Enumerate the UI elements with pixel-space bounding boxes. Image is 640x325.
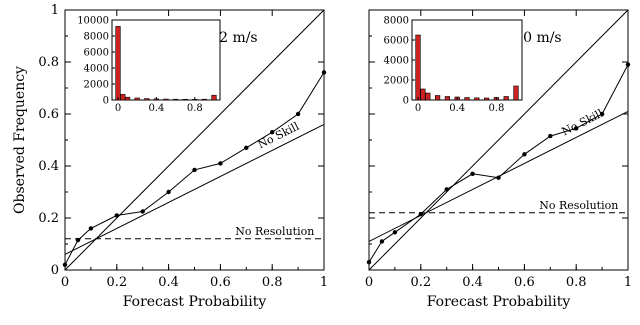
perfect-reliability-line [64,9,325,271]
x-tick-label: 1 [320,275,328,290]
inset-y-tick-label: 8000 [384,16,409,27]
histogram-bar [474,97,480,101]
reliability-point [366,260,372,265]
inset-x-tick-label: 0.4 [148,103,164,114]
reliability-point [270,130,275,135]
histogram-bar [420,88,426,101]
y-tick-label: 0 [51,263,59,278]
histogram-bar [144,98,150,101]
reliability-point [522,152,527,157]
reliability-point [418,211,423,217]
reliability-point [444,187,449,192]
x-tick-label: 0.6 [514,275,535,290]
inset-frame [111,19,221,101]
reliability-point [599,111,605,117]
reliability-point [140,209,145,214]
inset-y-tick-label: 8000 [84,32,109,43]
reliability-curve [368,64,629,263]
y-tick-label: 0.6 [38,107,59,122]
inset-histogram: 0 2000 4000 6000 8000 0 0.4 0.8 [384,16,523,114]
histogram-bar [173,98,179,101]
no-resolution-label: No Resolution [235,225,314,238]
histogram-bar [201,98,208,101]
y-tick-label: 0.4 [38,159,59,174]
x-tick-label: 0.8 [566,275,587,290]
histogram-bar [444,96,451,101]
reliability-curve [64,72,325,266]
inset-x-tick-label: 0.8 [488,103,504,114]
inset-y-tick-label: 6000 [384,36,409,47]
reliability-point [496,175,501,180]
inset-y-tick-label: 2000 [84,80,109,91]
inset-y-tick-label: 4000 [384,56,409,67]
histogram-bar [120,94,126,101]
reliability-point [625,62,631,67]
inset-y-tick-label: 10000 [77,16,109,27]
reliability-point [379,239,385,244]
x-tick-label: 0.4 [158,275,179,290]
reliability-point [75,237,81,243]
y-axis-title: Observed Frequency [12,66,28,214]
y-tick-label: 0.2 [38,211,59,226]
x-tick-label: 0.4 [462,275,483,290]
inset-x-tick-label: 0 [115,103,121,114]
x-axis-title: Forecast Probability [427,294,571,310]
histogram-bar [483,97,490,101]
inset-x-tick-label: 0.8 [187,103,203,114]
reliability-point [192,167,197,173]
histogram-bar [163,98,169,101]
inset-x-tick-label: 0 [415,103,421,114]
histogram-bar [115,26,121,101]
histogram-bar [425,92,431,101]
histogram-bar [125,96,131,101]
x-tick-label: 0.8 [262,275,283,290]
reliability-point [244,145,249,150]
perfect-reliability-line [368,9,629,271]
histogram-bar [464,97,470,101]
histogram-bar [434,95,441,101]
histogram-bar [513,85,519,101]
histogram-bar [182,98,188,101]
no-resolution-label: No Resolution [539,199,618,212]
histogram-bar [211,94,217,101]
x-tick-label: 0 [365,275,373,290]
reliability-point [321,70,327,75]
x-tick-label: 0.2 [106,275,127,290]
reliability-point [62,262,68,267]
reliability-point [574,126,579,131]
inset-histogram: 0 2000 4000 6000 8000 10000 0 0.4 0.8 [77,16,221,114]
y-tick-label: 0.8 [38,55,59,70]
reliability-point [88,226,94,231]
histogram-bar [134,97,140,101]
no-skill-label: No Skill [256,120,302,152]
reliability-point [114,213,120,218]
inset-y-tick-label: 0 [403,96,409,107]
inset-x-tick-label: 0.4 [449,103,465,114]
no-skill-line [64,123,325,255]
inset-y-tick-label: 2000 [384,76,409,87]
no-skill-label: No Skill [560,107,606,139]
panel-2: 0 0.2 0.4 0.6 0.8 1 Forecast Probability No Ski… [365,9,632,310]
x-tick-label: 1 [624,275,632,290]
reliability-point [295,111,301,117]
x-tick-label: 0.6 [210,275,231,290]
reliability-point [392,230,398,235]
panel-1: 0 0.2 0.4 0.6 0.8 1 0 0.2 0.4 0.6 0.8 1 Forecast Pro… [12,3,328,310]
reliability-point [548,133,553,139]
reliability-point [218,161,223,166]
inset-frame [411,19,523,101]
inset-y-tick-label: 0 [103,96,109,107]
reliability-point [166,189,171,195]
histogram-bar [503,96,509,101]
inset-y-tick-label: 6000 [84,48,109,59]
histogram-bar [415,34,421,101]
x-tick-label: 0 [61,275,69,290]
x-axis-title: Forecast Probability [123,294,267,310]
inset-y-tick-label: 4000 [84,64,109,75]
x-tick-label: 0.2 [410,275,431,290]
reliability-point [470,171,475,176]
y-tick-label: 1 [51,3,59,18]
